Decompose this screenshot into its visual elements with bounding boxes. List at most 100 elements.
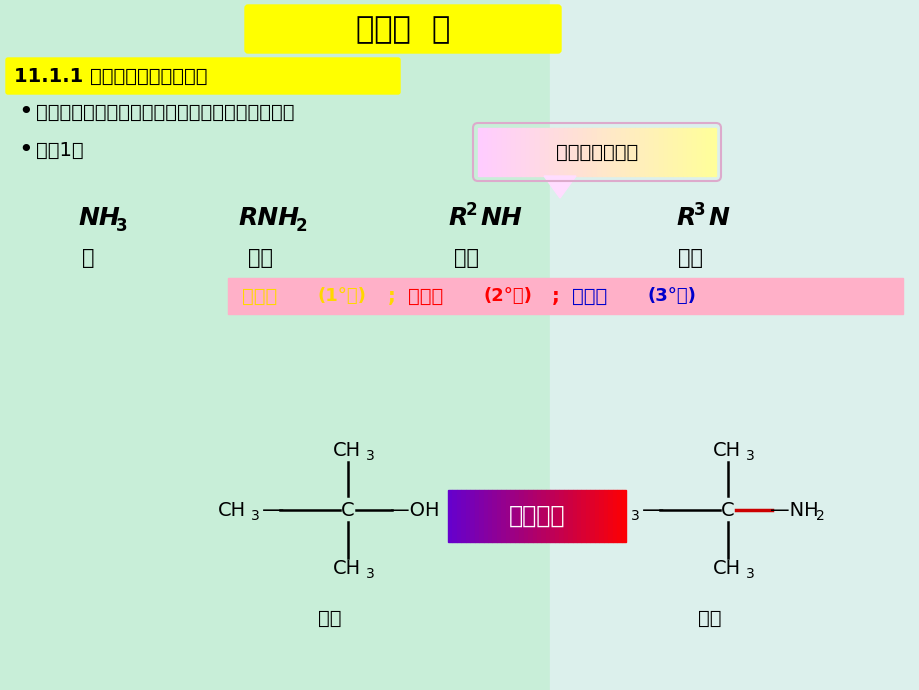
Bar: [520, 128, 525, 176]
Bar: [535, 128, 539, 176]
FancyBboxPatch shape: [6, 58, 400, 94]
Bar: [554, 490, 559, 542]
Bar: [550, 490, 554, 542]
Bar: [596, 128, 601, 176]
Bar: [568, 128, 573, 176]
Bar: [682, 128, 686, 176]
FancyBboxPatch shape: [244, 5, 561, 53]
Bar: [620, 128, 625, 176]
Bar: [515, 490, 518, 542]
Bar: [532, 490, 537, 542]
Bar: [603, 490, 607, 542]
Text: 3: 3: [745, 449, 754, 463]
Text: CH: CH: [218, 500, 246, 520]
Bar: [487, 128, 492, 176]
Bar: [590, 490, 595, 542]
Bar: [539, 128, 544, 176]
Text: 3: 3: [630, 509, 639, 523]
Text: 3: 3: [366, 567, 374, 581]
Bar: [496, 490, 501, 542]
Text: NH: NH: [480, 206, 521, 230]
Text: 3: 3: [116, 217, 128, 235]
Bar: [568, 490, 572, 542]
Bar: [701, 128, 706, 176]
Text: 第三胺: 第三胺: [572, 286, 607, 306]
Bar: [505, 490, 510, 542]
Text: （一）  胺: （一） 胺: [356, 15, 449, 44]
Bar: [483, 490, 487, 542]
Bar: [523, 490, 528, 542]
Text: 3: 3: [745, 567, 754, 581]
Text: ;: ;: [388, 286, 395, 306]
Bar: [487, 490, 492, 542]
Text: CH: CH: [712, 440, 741, 460]
Text: 2: 2: [296, 217, 307, 235]
Bar: [492, 490, 496, 542]
Bar: [496, 128, 501, 176]
Bar: [529, 128, 535, 176]
Bar: [563, 490, 568, 542]
Bar: [598, 490, 603, 542]
Bar: [610, 128, 616, 176]
Text: CH: CH: [597, 500, 626, 520]
Bar: [625, 128, 630, 176]
Text: NH: NH: [78, 206, 119, 230]
Bar: [541, 490, 545, 542]
Text: R: R: [448, 206, 467, 230]
Bar: [658, 128, 663, 176]
Bar: [525, 128, 529, 176]
Bar: [510, 490, 515, 542]
Bar: [479, 490, 483, 542]
Bar: [563, 128, 568, 176]
Text: 第二胺: 第二胺: [407, 286, 443, 306]
Bar: [634, 128, 639, 176]
Bar: [528, 490, 532, 542]
Bar: [559, 128, 563, 176]
Bar: [587, 128, 592, 176]
Text: N: N: [708, 206, 728, 230]
Text: 仲胺: 仲胺: [453, 248, 479, 268]
Bar: [516, 128, 520, 176]
Bar: [697, 128, 701, 176]
Bar: [673, 128, 677, 176]
Text: (2°胺): (2°胺): [483, 287, 532, 305]
Bar: [686, 128, 691, 176]
Text: CH: CH: [333, 558, 361, 578]
Bar: [501, 128, 506, 176]
Text: 2: 2: [466, 201, 477, 219]
Text: (1°胺): (1°胺): [318, 287, 367, 305]
Bar: [630, 128, 634, 176]
Text: •: •: [18, 100, 33, 124]
Bar: [553, 128, 559, 176]
Bar: [621, 490, 625, 542]
Bar: [559, 490, 563, 542]
Text: 伯胺: 伯胺: [248, 248, 273, 268]
Bar: [663, 128, 668, 176]
Text: CH: CH: [333, 440, 361, 460]
Bar: [582, 128, 587, 176]
Bar: [511, 128, 516, 176]
Bar: [710, 128, 715, 176]
Bar: [482, 128, 487, 176]
Bar: [228, 278, 902, 314]
Bar: [545, 490, 550, 542]
Bar: [616, 128, 620, 176]
Bar: [644, 128, 649, 176]
Bar: [457, 490, 460, 542]
Bar: [474, 490, 479, 542]
Bar: [452, 490, 457, 542]
Bar: [465, 490, 470, 542]
Text: R: R: [675, 206, 695, 230]
Bar: [617, 490, 621, 542]
Text: —: —: [641, 500, 664, 520]
Bar: [612, 490, 617, 542]
Text: C: C: [720, 500, 734, 520]
Bar: [550, 0, 919, 690]
Bar: [607, 490, 612, 542]
Bar: [706, 128, 710, 176]
Text: —OH: —OH: [390, 500, 439, 520]
Bar: [478, 128, 482, 176]
Bar: [492, 128, 496, 176]
Bar: [576, 490, 581, 542]
Bar: [501, 490, 505, 542]
